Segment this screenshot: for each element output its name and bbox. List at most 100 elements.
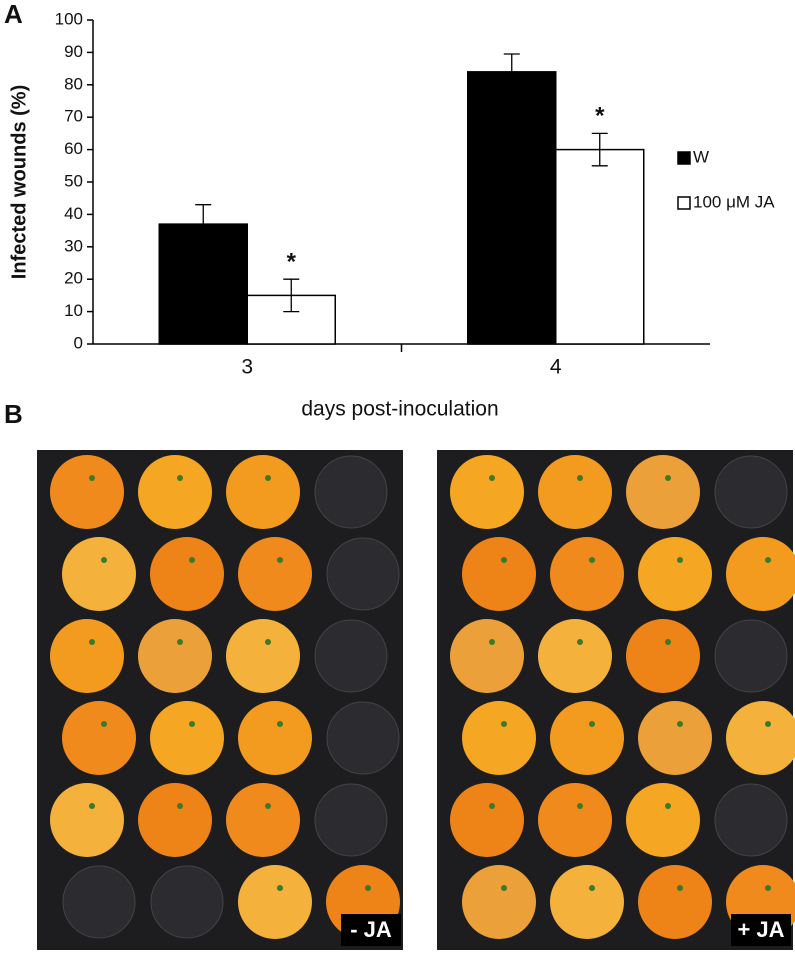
orange [138, 455, 212, 529]
y-tick-label: 20 [64, 269, 83, 288]
orange [150, 701, 224, 775]
tray-cell [62, 865, 136, 939]
photos: - JA + JA [37, 450, 795, 950]
orange-stem [677, 721, 683, 727]
orange-stem [89, 639, 95, 645]
orange [238, 865, 312, 939]
orange [238, 537, 312, 611]
orange-stem [189, 721, 195, 727]
tray-cell [326, 701, 400, 775]
orange [50, 455, 124, 529]
orange-stem [177, 475, 183, 481]
orange [450, 455, 524, 529]
orange-stem [665, 803, 671, 809]
photo-label-box [731, 914, 791, 946]
orange-stem [101, 721, 107, 727]
x-tick-label: 4 [550, 356, 562, 379]
orange-stem [89, 475, 95, 481]
orange [226, 455, 300, 529]
x-tick-label: 3 [241, 356, 253, 379]
orange [626, 783, 700, 857]
orange-stem [765, 721, 771, 727]
y-tick-label: 40 [64, 204, 83, 223]
y-tick-label: 90 [64, 42, 83, 61]
orange [462, 865, 536, 939]
orange [538, 455, 612, 529]
orange [638, 701, 712, 775]
legend-label: W [693, 147, 709, 166]
orange-stem [665, 475, 671, 481]
tray-cell [150, 865, 224, 939]
legend-swatch [677, 151, 691, 165]
orange [462, 701, 536, 775]
y-tick-label: 70 [64, 107, 83, 126]
legend-swatch [677, 196, 691, 210]
orange [638, 537, 712, 611]
orange [550, 701, 624, 775]
bar [467, 71, 557, 345]
tray-cell [314, 455, 388, 529]
orange-stem [277, 557, 283, 563]
y-tick-label: 30 [64, 236, 83, 255]
orange [226, 619, 300, 693]
orange [626, 455, 700, 529]
orange-stem [489, 803, 495, 809]
orange [538, 783, 612, 857]
orange [138, 783, 212, 857]
orange-stem [677, 557, 683, 563]
annotation: * [595, 103, 605, 130]
tray-cell [714, 619, 788, 693]
orange-stem [501, 885, 507, 891]
error-bar [283, 278, 300, 313]
y-tick-label: 10 [64, 301, 83, 320]
y-axis-title: Infected wounds (%) [8, 85, 30, 279]
orange-stem [501, 721, 507, 727]
y-tick-label: 100 [55, 9, 83, 28]
panel-label: A [4, 0, 23, 29]
orange-stem [577, 475, 583, 481]
orange-stem [265, 475, 271, 481]
orange [226, 783, 300, 857]
tray-cell [714, 455, 788, 529]
orange [138, 619, 212, 693]
legend-label: 100 μM JA [693, 192, 775, 211]
orange-stem [177, 803, 183, 809]
photo-label: + JA [737, 917, 784, 942]
orange-stem [189, 557, 195, 563]
orange [462, 537, 536, 611]
orange [62, 537, 136, 611]
orange-stem [765, 557, 771, 563]
annotation: * [287, 249, 297, 276]
y-tick-label: 60 [64, 139, 83, 158]
orange-stem [277, 885, 283, 891]
y-tick-label: 0 [74, 333, 83, 352]
tray-cell [314, 619, 388, 693]
orange-stem [501, 557, 507, 563]
orange-stem [365, 885, 371, 891]
tray-cell [714, 783, 788, 857]
orange [538, 619, 612, 693]
error-bar [503, 53, 520, 91]
orange-stem [589, 885, 595, 891]
orange-stem [589, 557, 595, 563]
orange-stem [265, 639, 271, 645]
orange-stem [577, 803, 583, 809]
orange-stem [677, 885, 683, 891]
bar [555, 148, 645, 345]
orange [238, 701, 312, 775]
orange-stem [589, 721, 595, 727]
orange [638, 865, 712, 939]
error-bar [591, 132, 608, 167]
orange [550, 537, 624, 611]
orange [550, 865, 624, 939]
orange-stem [101, 557, 107, 563]
panel-label: B [4, 399, 23, 429]
y-tick-label: 50 [64, 171, 83, 190]
orange-stem [89, 803, 95, 809]
orange [50, 783, 124, 857]
orange-stem [265, 803, 271, 809]
orange [726, 537, 795, 611]
x-axis-title: days post-inoculation [301, 398, 498, 421]
orange-stem [665, 639, 671, 645]
orange [726, 701, 795, 775]
